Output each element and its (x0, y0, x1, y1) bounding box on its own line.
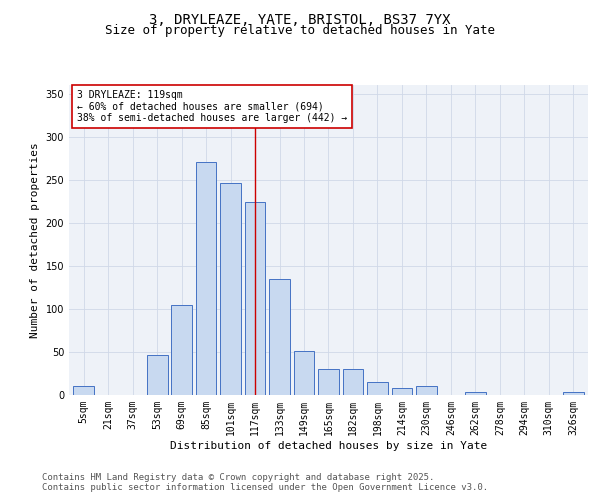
Bar (147, 356, 167, 395)
Text: Size of property relative to detached houses in Yate: Size of property relative to detached ho… (105, 24, 495, 37)
Bar (318, 369, 339, 395)
X-axis label: Distribution of detached houses by size in Yate: Distribution of detached houses by size … (170, 440, 487, 450)
Bar (220, 183, 241, 395)
Bar (465, 392, 486, 395)
Bar (196, 162, 217, 395)
Bar (563, 392, 584, 395)
Y-axis label: Number of detached properties: Number of detached properties (30, 142, 40, 338)
Bar (343, 369, 364, 395)
Text: Contains HM Land Registry data © Crown copyright and database right 2025.
Contai: Contains HM Land Registry data © Crown c… (42, 472, 488, 492)
Text: 3, DRYLEAZE, YATE, BRISTOL, BS37 7YX: 3, DRYLEAZE, YATE, BRISTOL, BS37 7YX (149, 12, 451, 26)
Bar (293, 351, 314, 395)
Bar (416, 386, 437, 395)
Text: 3 DRYLEAZE: 119sqm
← 60% of detached houses are smaller (694)
38% of semi-detach: 3 DRYLEAZE: 119sqm ← 60% of detached hou… (77, 90, 347, 123)
Bar (367, 382, 388, 395)
Bar (73, 386, 94, 395)
Bar (245, 202, 265, 395)
Bar (171, 306, 192, 395)
Bar (269, 279, 290, 395)
Bar (392, 388, 412, 395)
